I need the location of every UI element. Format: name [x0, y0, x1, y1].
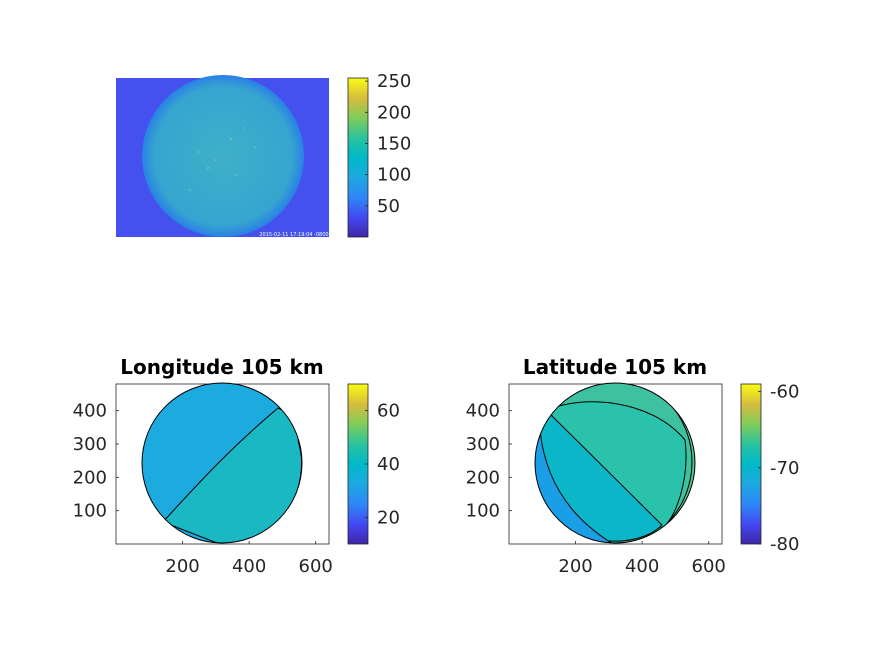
- latitude-disk-outline: [534, 382, 696, 544]
- latitude-band-center: [547, 401, 687, 529]
- x-tick-label: 600: [692, 556, 726, 577]
- y-tick-label: 200: [73, 467, 107, 488]
- x-tick-label: 200: [558, 556, 592, 577]
- y-tick-label: 200: [466, 467, 500, 488]
- longitude-colorbar: 60 40 20: [347, 383, 400, 545]
- y-tick-label: 300: [466, 434, 500, 455]
- x-tick-label: 400: [625, 556, 659, 577]
- latitude-plot: 200 400 600 400 300 200 100: [466, 382, 726, 577]
- y-tick-label: 400: [73, 401, 107, 422]
- colorbar-tick-label: -60: [770, 382, 799, 403]
- x-tick-label: 200: [165, 556, 199, 577]
- colorbar-tick-label: -70: [770, 458, 799, 479]
- longitude-colorbar-ticks: 60 40 20: [365, 401, 400, 528]
- colorbar-tick-label: 60: [377, 401, 400, 422]
- colorbar-tick-label: 50: [377, 196, 400, 217]
- colorbar-tick-label: 20: [377, 507, 400, 528]
- y-tick-label: 400: [466, 401, 500, 422]
- longitude-title: Longitude 105 km: [120, 355, 323, 379]
- colorbar-tick-label: -80: [770, 534, 799, 555]
- sky-colorbar-ticks: 250 200 150 100 50: [365, 71, 411, 217]
- sky-image-panel: 2015-02-11 17:19:04 -0800: [116, 75, 329, 238]
- sky-image-allsky-disk: [142, 75, 304, 237]
- x-tick-label: 600: [299, 556, 333, 577]
- colorbar-tick-label: 150: [377, 133, 411, 154]
- sky-colorbar: 250 200 150 100 50: [347, 71, 411, 238]
- latitude-x-ticks: 200 400 600: [558, 541, 726, 577]
- colorbar-tick-label: 100: [377, 165, 411, 186]
- y-tick-label: 300: [73, 434, 107, 455]
- latitude-colorbar-ticks: -60 -70 -80: [758, 382, 799, 555]
- longitude-disk-outline: [141, 382, 303, 544]
- latitude-y-ticks: 400 300 200 100: [466, 401, 512, 522]
- x-tick-label: 400: [232, 556, 266, 577]
- sky-image-stars: [189, 127, 256, 191]
- latitude-colorbar: -60 -70 -80: [740, 382, 799, 555]
- longitude-x-ticks: 200 400 600: [165, 541, 333, 577]
- longitude-plot: 200 400 600 400 300 200 100: [73, 382, 333, 577]
- y-tick-label: 100: [466, 501, 500, 522]
- longitude-y-ticks: 400 300 200 100: [73, 401, 119, 522]
- colorbar-tick-label: 250: [377, 71, 411, 92]
- colorbar-tick-label: 40: [377, 454, 400, 475]
- colorbar-tick-label: 200: [377, 102, 411, 123]
- latitude-title: Latitude 105 km: [523, 355, 707, 379]
- sky-image-caption: 2015-02-11 17:19:04 -0800: [259, 232, 328, 238]
- y-tick-label: 100: [73, 501, 107, 522]
